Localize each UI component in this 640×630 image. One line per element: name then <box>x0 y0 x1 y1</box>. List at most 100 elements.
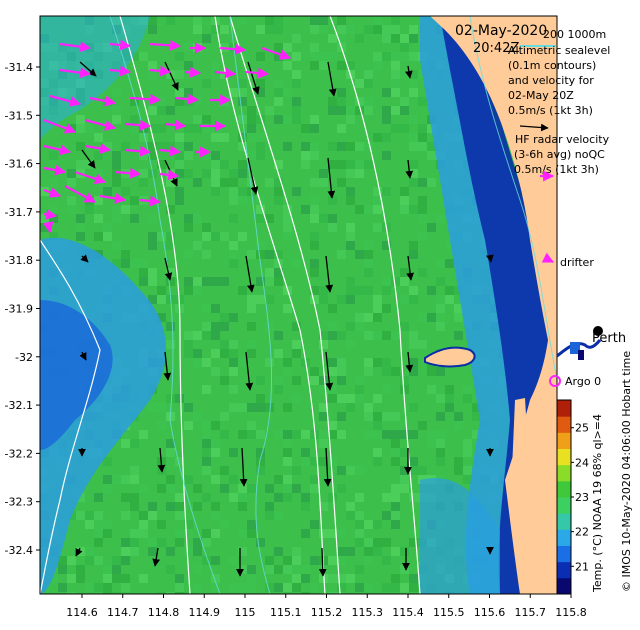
sst-pixel <box>238 196 247 205</box>
sst-pixel <box>346 547 355 556</box>
sst-pixel <box>445 295 454 304</box>
sst-pixel <box>472 412 481 421</box>
sst-pixel <box>220 277 229 286</box>
sst-pixel <box>364 556 373 565</box>
sst-pixel <box>238 133 247 142</box>
sst-pixel <box>139 178 148 187</box>
sst-pixel <box>337 25 346 34</box>
sst-pixel <box>184 124 193 133</box>
sst-pixel <box>292 376 301 385</box>
sst-pixel <box>112 556 121 565</box>
sst-pixel <box>229 358 238 367</box>
sst-pixel <box>283 448 292 457</box>
sst-pixel <box>112 475 121 484</box>
sst-pixel <box>328 457 337 466</box>
sst-pixel <box>391 412 400 421</box>
sst-pixel <box>76 115 85 124</box>
hf-legend-line: HF radar velocity <box>515 133 610 146</box>
sst-pixel <box>211 304 220 313</box>
sst-pixel <box>274 25 283 34</box>
sst-pixel <box>337 529 346 538</box>
sst-pixel <box>391 439 400 448</box>
sst-pixel <box>391 277 400 286</box>
sst-pixel <box>220 349 229 358</box>
sst-pixel <box>103 520 112 529</box>
sst-pixel <box>193 583 202 592</box>
sst-pixel <box>49 151 58 160</box>
sst-pixel <box>310 583 319 592</box>
sst-pixel <box>238 16 247 25</box>
sst-pixel <box>184 349 193 358</box>
sst-pixel <box>193 16 202 25</box>
sst-pixel <box>355 520 364 529</box>
sst-pixel <box>454 331 463 340</box>
sst-pixel <box>346 466 355 475</box>
sst-pixel <box>202 439 211 448</box>
sst-pixel <box>265 277 274 286</box>
sst-pixel <box>166 169 175 178</box>
sst-pixel <box>274 493 283 502</box>
sst-pixel <box>175 160 184 169</box>
sst-pixel <box>346 160 355 169</box>
sst-pixel <box>355 160 364 169</box>
sst-pixel <box>202 124 211 133</box>
sst-pixel <box>148 241 157 250</box>
sst-pixel <box>364 241 373 250</box>
sst-pixel <box>184 214 193 223</box>
sst-pixel <box>220 322 229 331</box>
sst-pixel <box>283 556 292 565</box>
sst-pixel <box>382 511 391 520</box>
sst-pixel <box>247 178 256 187</box>
sst-pixel <box>130 214 139 223</box>
sst-pixel <box>292 430 301 439</box>
sst-pixel <box>337 367 346 376</box>
sst-pixel <box>364 358 373 367</box>
sst-pixel <box>409 430 418 439</box>
sst-pixel <box>238 232 247 241</box>
sst-pixel <box>391 61 400 70</box>
sst-pixel <box>157 160 166 169</box>
sst-pixel <box>256 52 265 61</box>
sst-pixel <box>292 70 301 79</box>
drifter-label: drifter <box>560 256 594 269</box>
sst-pixel <box>445 241 454 250</box>
sst-pixel <box>193 178 202 187</box>
sst-pixel <box>391 520 400 529</box>
sst-pixel <box>346 277 355 286</box>
sst-pixel <box>148 61 157 70</box>
lon-tick-label: 115.1 <box>270 606 302 619</box>
sst-pixel <box>301 124 310 133</box>
sst-pixel <box>310 151 319 160</box>
sst-pixel <box>319 214 328 223</box>
sst-pixel <box>319 286 328 295</box>
sst-pixel <box>247 484 256 493</box>
sst-pixel <box>310 286 319 295</box>
sst-pixel <box>193 502 202 511</box>
altimetry-legend-line: Altimetric sealevel <box>508 44 610 57</box>
sst-pixel <box>247 124 256 133</box>
sst-pixel <box>175 133 184 142</box>
sst-pixel <box>211 448 220 457</box>
sst-pixel <box>202 232 211 241</box>
sst-pixel <box>391 574 400 583</box>
sst-pixel <box>157 124 166 133</box>
sst-pixel <box>373 421 382 430</box>
perth-label: Perth <box>592 331 626 346</box>
argo-label: Argo 0 <box>565 375 601 388</box>
sst-pixel <box>166 331 175 340</box>
sst-pixel <box>373 196 382 205</box>
sst-pixel <box>265 565 274 574</box>
sst-pixel <box>310 25 319 34</box>
sst-pixel <box>238 160 247 169</box>
sst-pixel <box>256 448 265 457</box>
sst-pixel <box>319 376 328 385</box>
sst-pixel <box>328 529 337 538</box>
colorbar-segment <box>557 416 571 433</box>
sst-pixel <box>373 205 382 214</box>
sst-pixel <box>103 457 112 466</box>
sst-pixel <box>355 394 364 403</box>
sst-pixel <box>382 106 391 115</box>
sst-pixel <box>346 295 355 304</box>
sst-pixel <box>409 340 418 349</box>
